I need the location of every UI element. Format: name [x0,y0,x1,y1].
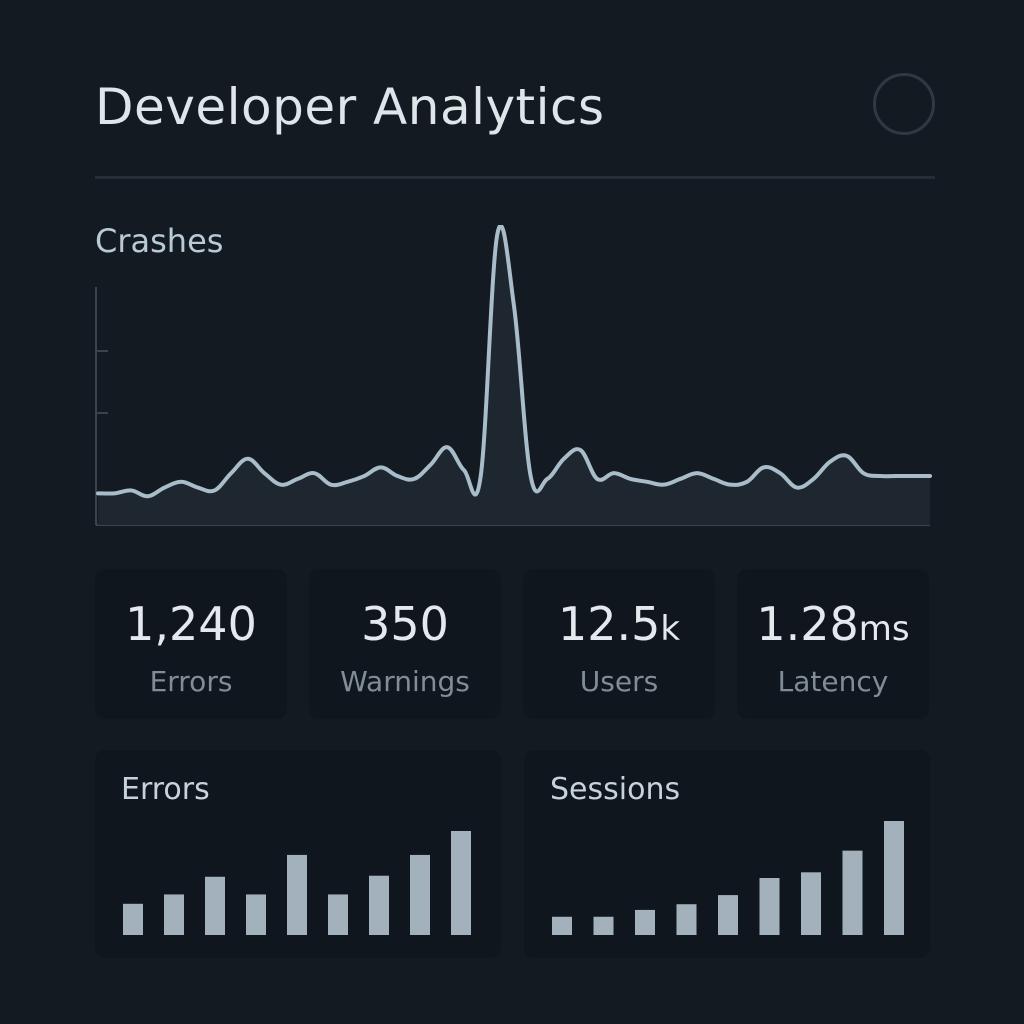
sessions-bar-2 [593,916,614,935]
crashes-line [96,225,932,499]
sessions-bar-6 [759,878,780,935]
stat-card-users[interactable]: 12.5k Users [523,569,715,719]
errors-bar-1 [123,903,143,935]
errors-bar-7 [369,875,389,935]
crashes-area [98,225,930,525]
header: Developer Analytics [95,70,935,150]
errors-bar-3 [205,876,225,935]
stat-card-errors[interactable]: 1,240 Errors [95,569,287,719]
errors-bar-8 [410,854,430,935]
errors-bar-5 [287,854,307,935]
stat-label-latency: Latency [777,665,889,698]
stat-card-latency[interactable]: 1.28ms Latency [737,569,929,719]
sessions-panel-title: Sessions [550,772,681,807]
errors-bar-2 [164,894,184,935]
header-divider [95,176,935,179]
errors-panel[interactable]: Errors [95,750,501,958]
stat-value-errors: 1,240 [125,597,257,651]
page-title: Developer Analytics [95,78,605,136]
errors-bar-4 [246,894,266,935]
sessions-bar-5 [718,895,738,935]
errors-bar-chart [123,831,471,935]
crashes-chart-title: Crashes [95,222,224,260]
sessions-bar-3 [635,909,655,935]
stat-value-warnings: 350 [361,597,449,651]
sessions-panel[interactable]: Sessions [524,750,930,958]
stat-label-warnings: Warnings [340,665,470,698]
stat-unit-users: k [660,609,681,649]
stat-value-latency: 1.28 [756,597,859,651]
profile-circle-icon[interactable] [873,73,935,135]
errors-panel-title: Errors [121,772,210,807]
sessions-bar-1 [552,916,572,935]
errors-bar-6 [328,894,348,935]
sessions-bar-9 [884,821,904,935]
errors-bar-9 [451,831,471,935]
stat-card-warnings[interactable]: 350 Warnings [309,569,501,719]
sessions-bar-4 [676,904,697,935]
stat-label-errors: Errors [149,665,233,698]
stat-label-users: Users [579,665,659,698]
stat-value-users: 12.5 [557,597,661,651]
sessions-bar-7 [801,872,821,935]
sessions-bar-8 [842,850,863,935]
sessions-bar-chart [552,821,904,935]
crashes-chart [95,225,932,526]
stat-unit-latency: ms [858,609,910,649]
